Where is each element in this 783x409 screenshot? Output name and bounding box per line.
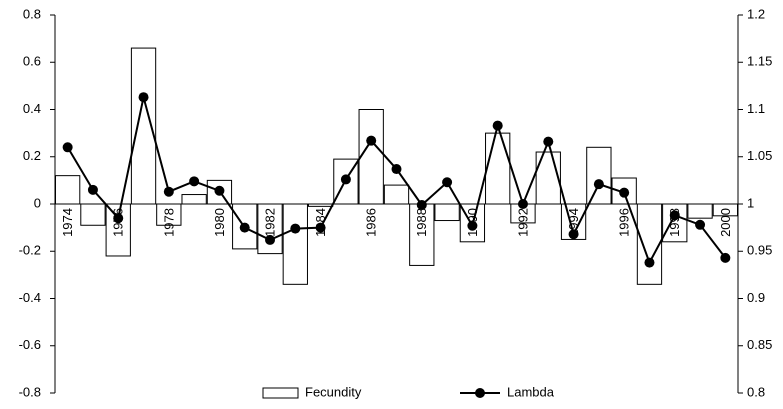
marker bbox=[669, 210, 680, 221]
marker bbox=[517, 199, 528, 209]
y2-tick-label: 0.85 bbox=[747, 337, 772, 352]
y-tick-label: 0.8 bbox=[23, 6, 41, 21]
marker bbox=[366, 135, 377, 146]
x-tick-label: 1988 bbox=[414, 208, 429, 237]
marker bbox=[163, 186, 174, 197]
marker bbox=[720, 252, 731, 263]
bar bbox=[181, 194, 207, 205]
marker bbox=[467, 220, 478, 231]
x-tick-label: 1986 bbox=[364, 208, 379, 237]
marker bbox=[214, 185, 225, 196]
x-tick-label: 1980 bbox=[212, 208, 227, 237]
x-tick-label: 1998 bbox=[667, 208, 682, 237]
bar bbox=[80, 203, 106, 226]
marker bbox=[391, 164, 402, 175]
x-tick-label: 1996 bbox=[617, 208, 632, 237]
y2-tick-label: 0.95 bbox=[747, 243, 772, 258]
y2-tick-label: 1.2 bbox=[747, 6, 765, 21]
marker bbox=[290, 223, 301, 234]
marker bbox=[189, 176, 200, 187]
x-tick-label: 2000 bbox=[718, 208, 733, 237]
x-tick-label: 1994 bbox=[566, 208, 581, 237]
x-tick-label: 1992 bbox=[515, 208, 530, 237]
marker bbox=[568, 229, 579, 240]
marker bbox=[492, 120, 503, 131]
bar bbox=[282, 203, 308, 285]
y-tick-label: 0.4 bbox=[23, 101, 41, 116]
marker bbox=[644, 257, 655, 268]
x-tick-label: 1978 bbox=[161, 208, 176, 237]
bar bbox=[383, 184, 410, 205]
marker bbox=[695, 219, 706, 230]
y2-tick-label: 1 bbox=[747, 195, 754, 210]
y-tick-label: -0.6 bbox=[19, 337, 41, 352]
y2-tick-label: 0.9 bbox=[747, 290, 765, 305]
y-tick-label: -0.4 bbox=[19, 290, 41, 305]
x-tick-label: 1976 bbox=[111, 208, 126, 237]
legend-marker bbox=[475, 388, 485, 398]
marker bbox=[87, 184, 98, 195]
legend-swatch bbox=[262, 387, 299, 399]
marker bbox=[619, 187, 630, 198]
y-tick-label: 0 bbox=[34, 195, 41, 210]
y-tick-label: 0.2 bbox=[23, 148, 41, 163]
y2-tick-label: 1.15 bbox=[747, 54, 772, 69]
bar bbox=[636, 203, 663, 285]
bar bbox=[434, 203, 460, 222]
x-tick-label: 1974 bbox=[60, 208, 75, 237]
bar bbox=[586, 146, 612, 205]
marker bbox=[62, 142, 73, 153]
marker bbox=[593, 179, 604, 190]
bar bbox=[409, 203, 435, 266]
bar bbox=[55, 175, 81, 205]
marker bbox=[543, 136, 554, 147]
bar bbox=[105, 203, 131, 257]
x-tick-label: 1982 bbox=[262, 208, 277, 237]
y2-tick-label: 0.8 bbox=[747, 384, 765, 399]
y-tick-label: -0.2 bbox=[19, 243, 41, 258]
marker bbox=[340, 174, 351, 185]
marker bbox=[239, 222, 250, 233]
x-tick-label: 1984 bbox=[313, 208, 328, 237]
bar bbox=[257, 203, 283, 255]
y2-tick-label: 1.05 bbox=[747, 148, 772, 163]
bar bbox=[535, 151, 561, 205]
marker bbox=[113, 213, 124, 224]
y2-tick-label: 1.1 bbox=[747, 101, 765, 116]
marker bbox=[138, 92, 149, 103]
y-tick-label: 0.6 bbox=[23, 54, 41, 69]
bar bbox=[358, 109, 384, 205]
y-tick-label: -0.8 bbox=[19, 384, 41, 399]
bar bbox=[662, 203, 688, 243]
marker bbox=[416, 199, 427, 210]
marker bbox=[315, 222, 326, 233]
bar bbox=[485, 132, 511, 205]
marker bbox=[442, 177, 453, 188]
legend-label: Lambda bbox=[507, 384, 555, 399]
marker bbox=[265, 234, 276, 245]
x-tick-label: 1990 bbox=[465, 208, 480, 237]
legend-label: Fecundity bbox=[305, 384, 362, 399]
bar bbox=[687, 203, 713, 219]
